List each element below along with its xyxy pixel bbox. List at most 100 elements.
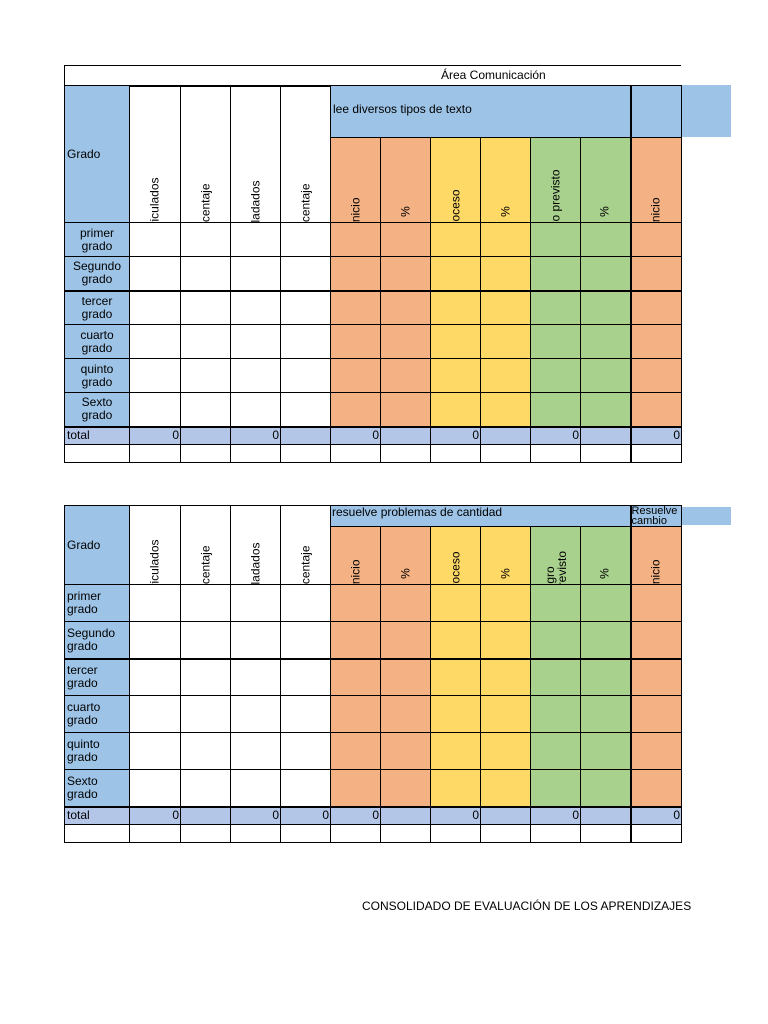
data-cell[interactable] xyxy=(180,324,231,359)
data-cell[interactable] xyxy=(180,621,231,660)
empty-cell[interactable] xyxy=(64,444,130,463)
data-cell[interactable] xyxy=(180,732,231,770)
data-cell[interactable] xyxy=(530,222,581,257)
data-cell[interactable] xyxy=(579,732,632,770)
data-cell[interactable] xyxy=(430,769,481,808)
data-cell[interactable] xyxy=(230,222,281,257)
data-cell[interactable] xyxy=(330,695,381,733)
empty-cell[interactable] xyxy=(530,444,581,463)
data-cell[interactable] xyxy=(530,732,581,770)
data-cell[interactable] xyxy=(480,290,531,325)
data-cell[interactable] xyxy=(330,732,381,770)
data-cell[interactable] xyxy=(530,324,581,359)
data-cell[interactable] xyxy=(280,695,331,733)
data-cell[interactable] xyxy=(480,256,531,292)
data-cell[interactable] xyxy=(430,392,481,428)
data-cell[interactable] xyxy=(129,392,181,428)
data-cell[interactable] xyxy=(180,695,231,733)
data-cell[interactable] xyxy=(230,621,281,660)
data-cell[interactable] xyxy=(530,695,581,733)
data-cell[interactable] xyxy=(280,290,331,325)
data-cell[interactable] xyxy=(480,222,531,257)
data-cell[interactable] xyxy=(629,658,683,696)
data-cell[interactable] xyxy=(530,584,581,622)
data-cell[interactable] xyxy=(380,695,431,733)
data-cell[interactable] xyxy=(530,658,581,696)
empty-cell[interactable] xyxy=(280,824,331,843)
data-cell[interactable] xyxy=(129,290,181,325)
data-cell[interactable] xyxy=(380,658,431,696)
data-cell[interactable] xyxy=(530,769,581,808)
data-cell[interactable] xyxy=(380,392,431,428)
data-cell[interactable] xyxy=(380,584,431,622)
data-cell[interactable] xyxy=(430,222,481,257)
data-cell[interactable] xyxy=(480,695,531,733)
data-cell[interactable] xyxy=(129,658,181,696)
data-cell[interactable] xyxy=(629,256,683,292)
data-cell[interactable] xyxy=(380,256,431,292)
data-cell[interactable] xyxy=(629,621,683,660)
data-cell[interactable] xyxy=(280,621,331,660)
data-cell[interactable] xyxy=(380,358,431,393)
data-cell[interactable] xyxy=(330,392,381,428)
data-cell[interactable] xyxy=(280,324,331,359)
data-cell[interactable] xyxy=(330,584,381,622)
data-cell[interactable] xyxy=(430,256,481,292)
empty-cell[interactable] xyxy=(380,444,431,463)
data-cell[interactable] xyxy=(230,732,281,770)
data-cell[interactable] xyxy=(129,769,181,808)
empty-cell[interactable] xyxy=(129,444,181,463)
data-cell[interactable] xyxy=(280,769,331,808)
data-cell[interactable] xyxy=(629,732,683,770)
empty-cell[interactable] xyxy=(480,824,531,843)
data-cell[interactable] xyxy=(480,621,531,660)
data-cell[interactable] xyxy=(480,769,531,808)
data-cell[interactable] xyxy=(629,769,683,808)
data-cell[interactable] xyxy=(380,769,431,808)
data-cell[interactable] xyxy=(129,584,181,622)
data-cell[interactable] xyxy=(579,392,632,428)
data-cell[interactable] xyxy=(180,222,231,257)
data-cell[interactable] xyxy=(530,392,581,428)
data-cell[interactable] xyxy=(330,621,381,660)
data-cell[interactable] xyxy=(530,290,581,325)
data-cell[interactable] xyxy=(280,584,331,622)
data-cell[interactable] xyxy=(430,358,481,393)
data-cell[interactable] xyxy=(629,392,683,428)
data-cell[interactable] xyxy=(230,358,281,393)
data-cell[interactable] xyxy=(480,358,531,393)
data-cell[interactable] xyxy=(330,222,381,257)
data-cell[interactable] xyxy=(330,290,381,325)
data-cell[interactable] xyxy=(230,695,281,733)
data-cell[interactable] xyxy=(230,324,281,359)
data-cell[interactable] xyxy=(430,621,481,660)
data-cell[interactable] xyxy=(330,324,381,359)
data-cell[interactable] xyxy=(280,222,331,257)
data-cell[interactable] xyxy=(180,769,231,808)
data-cell[interactable] xyxy=(129,256,181,292)
data-cell[interactable] xyxy=(280,358,331,393)
data-cell[interactable] xyxy=(230,769,281,808)
data-cell[interactable] xyxy=(430,695,481,733)
data-cell[interactable] xyxy=(129,358,181,393)
data-cell[interactable] xyxy=(480,732,531,770)
data-cell[interactable] xyxy=(280,392,331,428)
data-cell[interactable] xyxy=(579,621,632,660)
data-cell[interactable] xyxy=(330,256,381,292)
empty-cell[interactable] xyxy=(129,824,181,843)
empty-cell[interactable] xyxy=(629,444,683,463)
empty-cell[interactable] xyxy=(230,824,281,843)
data-cell[interactable] xyxy=(629,222,683,257)
data-cell[interactable] xyxy=(530,358,581,393)
data-cell[interactable] xyxy=(480,324,531,359)
data-cell[interactable] xyxy=(430,584,481,622)
data-cell[interactable] xyxy=(280,732,331,770)
data-cell[interactable] xyxy=(430,290,481,325)
data-cell[interactable] xyxy=(629,290,683,325)
data-cell[interactable] xyxy=(180,658,231,696)
empty-cell[interactable] xyxy=(430,824,481,843)
data-cell[interactable] xyxy=(579,358,632,393)
data-cell[interactable] xyxy=(380,290,431,325)
data-cell[interactable] xyxy=(430,732,481,770)
data-cell[interactable] xyxy=(530,256,581,292)
